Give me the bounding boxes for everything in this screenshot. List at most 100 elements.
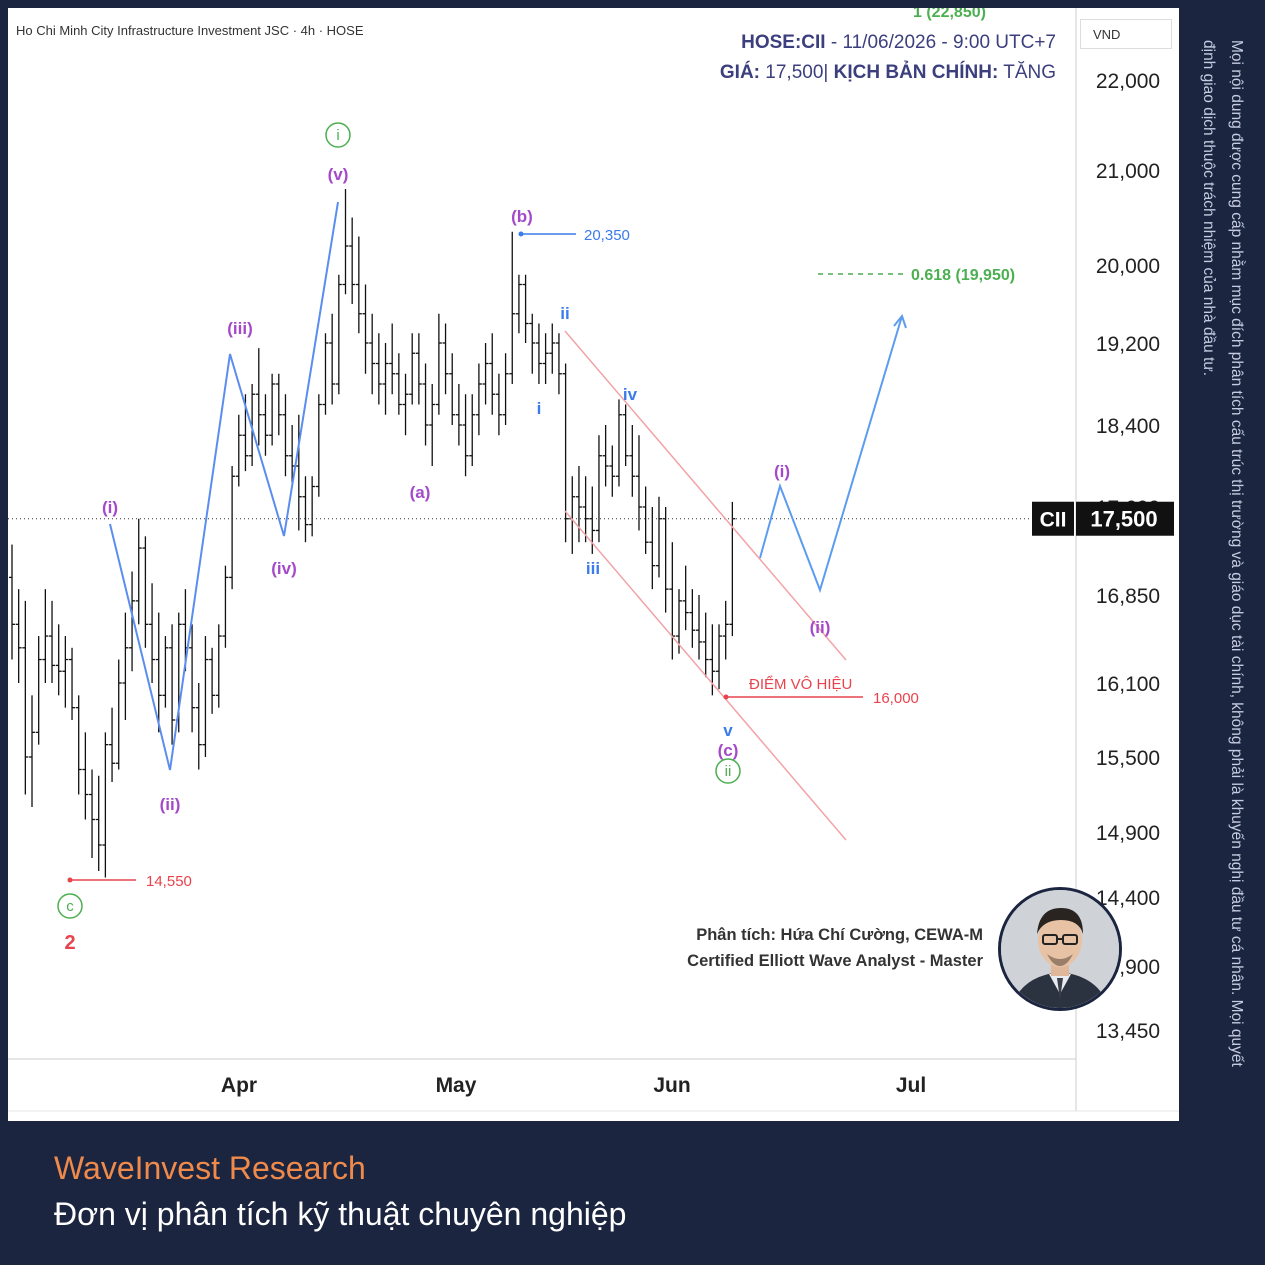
level-label-low: 14,550	[146, 873, 192, 890]
ohlc-bar	[562, 363, 569, 543]
ohlc-bar	[442, 323, 449, 395]
ohlc-bar	[229, 466, 236, 590]
author-avatar	[998, 887, 1122, 1011]
fib-label: 0.618 (19,950)	[911, 267, 1015, 284]
ohlc-bar	[515, 274, 522, 334]
ohlc-bar	[489, 333, 496, 415]
channel-lower-line	[564, 510, 847, 841]
ohlc-bar	[342, 189, 349, 295]
ohlc-bar	[162, 636, 169, 708]
wave-label-circle	[325, 122, 351, 148]
ohlc-bar	[495, 373, 502, 436]
ohlc-bar	[115, 659, 122, 770]
disclaimer-text: Mọi nội dung được cung cấp nhằm mục đích…	[1200, 40, 1245, 1067]
ohlc-bar	[195, 683, 202, 770]
ohlc-bar	[255, 348, 262, 446]
ohlc-bar	[135, 518, 142, 625]
price-value: 17,500|	[760, 62, 829, 83]
ohlc-bar	[382, 343, 389, 415]
wave-label: 2	[64, 932, 75, 954]
ohlc-bar	[602, 425, 609, 487]
ohlc-bar	[502, 353, 509, 425]
ohlc-bar	[302, 476, 309, 543]
level-label-high: 20,350	[584, 227, 630, 244]
ohlc-bar	[549, 323, 556, 374]
ohlc-bar	[149, 583, 156, 683]
wave-label: (v)	[328, 165, 349, 184]
ohlc-bar	[389, 323, 396, 395]
scenario-value: TĂNG	[998, 62, 1056, 83]
ohlc-bar	[569, 476, 576, 554]
ohlc-bar	[335, 274, 342, 395]
ohlc-bar	[629, 425, 636, 497]
wave-label: ii	[725, 763, 732, 780]
wave-label: (b)	[511, 207, 533, 226]
ohlc-bar	[369, 313, 376, 395]
ohlc-bar	[475, 363, 482, 436]
current-price-text: 17,500	[1090, 507, 1157, 532]
wave-label: v	[723, 721, 733, 740]
ohlc-bar	[455, 384, 462, 446]
currency-button[interactable]: VND	[1080, 19, 1172, 49]
ohlc-bar	[362, 284, 369, 374]
ohlc-bar	[69, 647, 76, 720]
ohlc-bar	[535, 323, 542, 384]
ohlc-bar	[655, 496, 662, 578]
ohlc-bar	[49, 600, 56, 683]
level-label-invalidation: 16,000	[873, 690, 919, 707]
wave-label: (a)	[410, 483, 431, 502]
header-line-2: GIÁ: 17,500| KỊCH BẢN CHÍNH: TĂNG	[720, 62, 1056, 84]
current-price-tag	[1076, 501, 1174, 536]
wave-label: (iii)	[227, 319, 253, 338]
ohlc-bar	[662, 507, 669, 613]
current-symbol-text: CII	[1040, 509, 1067, 532]
wave-label: (ii)	[160, 795, 181, 814]
wave-label: i	[537, 399, 542, 418]
ohlc-bar	[462, 394, 469, 477]
ohlc-bar	[35, 636, 42, 745]
header-line-1: HOSE:CII - 11/06/2026 - 9:00 UTC+7	[741, 32, 1056, 54]
ohlc-bar	[215, 624, 222, 708]
ohlc-bar	[82, 732, 89, 820]
ohlc-bar	[395, 353, 402, 415]
ohlc-bar	[222, 565, 229, 648]
scenario-label: KỊCH BẢN CHÍNH:	[828, 62, 999, 83]
ohlc-bar	[202, 636, 209, 757]
current-symbol-tag	[1032, 501, 1074, 536]
ohlc-bar	[9, 544, 15, 660]
author-title: Certified Elliott Wave Analyst - Master	[687, 952, 983, 970]
ohlc-bar	[716, 624, 723, 690]
y-tick-label: 16,850	[1096, 585, 1160, 608]
y-tick-label: 14,900	[1096, 822, 1160, 845]
ohlc-bar	[615, 399, 622, 487]
level-dot-invalidation	[723, 694, 729, 700]
wave-label: iv	[623, 385, 638, 404]
ohlc-bar	[355, 236, 362, 334]
invalidation-note: ĐIỂM VÔ HIỆU	[749, 675, 852, 693]
ohlc-bar	[722, 600, 729, 660]
ohlc-bar	[42, 589, 49, 683]
avatar-portrait-icon	[1001, 890, 1119, 1008]
top-level-label: 1 (22,850)	[913, 8, 986, 21]
ohlc-bar	[235, 414, 242, 487]
ohlc-bar	[22, 600, 29, 795]
chart-panel: 14,550 20,350 16,000 ĐIỂM VÔ HIỆU 0.618 (19,…	[8, 8, 1179, 1121]
ohlc-bar	[89, 769, 96, 858]
ohlc-bar	[709, 624, 716, 696]
x-tick-label: Jun	[653, 1074, 690, 1097]
ohlc-bar	[315, 394, 322, 497]
y-tick-label: 22,000	[1096, 70, 1160, 93]
ohlc-bar	[622, 404, 629, 466]
ohlc-bar	[649, 507, 656, 590]
ohlc-bar	[482, 343, 489, 405]
x-tick-label: Apr	[221, 1074, 257, 1097]
wave-label: i	[336, 127, 339, 144]
price-label: GIÁ:	[719, 62, 761, 83]
ohlc-bar	[329, 313, 336, 405]
y-tick-label: 15,500	[1096, 747, 1160, 770]
ohlc-bar	[449, 353, 456, 425]
ohlc-bar	[595, 435, 602, 543]
wave-label: (c)	[718, 741, 739, 760]
wave-label: (i)	[774, 462, 790, 481]
wave-label: (ii)	[810, 618, 831, 637]
